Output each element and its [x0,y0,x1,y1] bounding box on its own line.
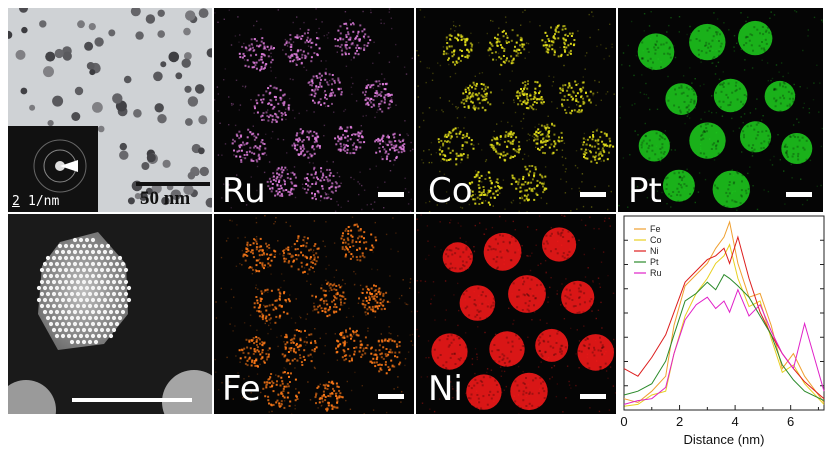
legend-label-ru: Ru [650,268,662,278]
x-tick-label: 6 [787,414,794,429]
fe-map-image [214,215,414,414]
haadf-scale-bar [72,398,192,402]
pt-map-image [618,10,823,212]
ni-label: Ni [428,369,463,409]
fe-label: Fe [222,369,261,409]
tem-panel: 2 1/nm 50 nm [8,8,212,212]
inset-scale-unit: 1/nm [28,194,60,209]
x-axis-label: Distance (nm) [684,432,765,447]
co-scale-bar [580,192,606,197]
ru-map-image [214,8,414,212]
legend-label-ni: Ni [650,246,659,256]
haadf-panel [8,214,212,414]
co-map-panel: Co [416,8,616,212]
tem-scale-bar [136,182,210,186]
x-tick-label: 0 [620,414,627,429]
ni-scale-bar [580,394,606,399]
legend-label-pt: Pt [650,257,659,267]
series-line-ru [623,288,825,405]
ni-map-image [416,214,616,414]
ru-label: Ru [222,171,266,211]
series-line-fe [623,220,825,404]
series-line-pt [623,273,825,402]
legend-label-co: Co [650,235,662,245]
diffraction-inset: 2 1/nm [8,126,98,212]
series-line-co [623,243,825,407]
legend-label-fe: Fe [650,224,661,234]
haadf-image [8,232,212,414]
pt-scale-bar [786,192,812,197]
ru-scale-bar [378,192,404,197]
co-map-image [416,9,615,212]
line-profile-chart: Fe Co Ni Pt Ru 0 2 4 6 Distance (nm) [618,212,830,462]
inset-scale-number: 2 [12,194,20,209]
ni-map-panel: Ni [416,214,616,414]
x-tick-label: 4 [731,414,738,429]
ru-map-panel: Ru [214,8,414,212]
fe-scale-bar [378,394,404,399]
fe-map-panel: Fe [214,214,414,414]
x-tick-label: 2 [676,414,683,429]
tem-image [8,8,212,208]
pt-label: Pt [628,171,662,211]
co-label: Co [428,171,473,211]
pt-map-panel: Pt [618,8,823,212]
tem-scale-label: 50 nm [140,188,191,209]
